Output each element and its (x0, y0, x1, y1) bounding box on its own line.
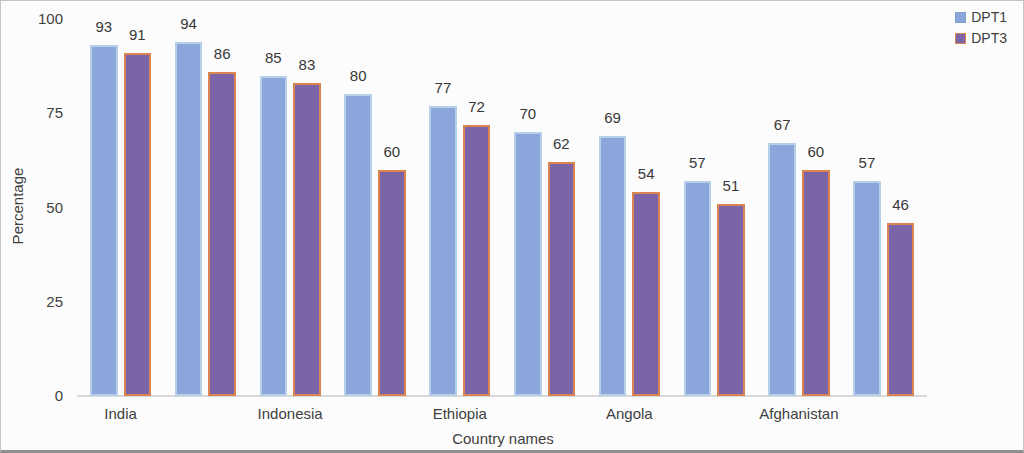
x-axis-title: Country names (383, 430, 623, 448)
legend-label-dpt3: DPT3 (971, 30, 1007, 46)
value-label-dpt3-group-1: 86 (197, 45, 247, 62)
bar-dpt3-group-4 (463, 125, 491, 396)
bar-dpt1-group-7 (684, 181, 712, 396)
dpt3-swatch-icon (955, 33, 966, 44)
legend-label-dpt1: DPT1 (971, 9, 1007, 25)
y-tick-75: 75 (11, 104, 63, 122)
x-tick-angola: Angola (559, 405, 699, 423)
value-label-dpt1-group-4: 77 (418, 79, 468, 96)
legend-item-dpt1: DPT1 (955, 9, 1007, 25)
legend-item-dpt3: DPT3 (955, 30, 1007, 46)
bar-dpt1-group-1 (175, 42, 203, 396)
value-label-dpt1-group-6: 69 (588, 109, 638, 126)
bar-dpt1-group-4 (429, 106, 457, 396)
value-label-dpt3-group-0: 91 (113, 26, 163, 43)
y-tick-100: 100 (11, 10, 63, 28)
bar-dpt1-group-3 (344, 94, 372, 396)
y-tick-0: 0 (11, 387, 63, 405)
value-label-dpt1-group-3: 80 (333, 67, 383, 84)
bar-dpt3-group-1 (208, 72, 236, 396)
bar-dpt1-group-5 (514, 132, 542, 396)
bar-dpt3-group-6 (632, 192, 660, 396)
dpt1-swatch-icon (955, 12, 966, 23)
legend: DPT1 DPT3 (955, 9, 1007, 46)
bar-dpt1-group-2 (260, 76, 288, 396)
value-label-dpt3-group-2: 83 (282, 56, 332, 73)
x-tick-india: India (51, 405, 191, 423)
bar-chart: Percentage Country names DPT1 DPT3 93948… (0, 0, 1024, 453)
bar-dpt3-group-3 (378, 170, 406, 396)
value-label-dpt3-group-3: 60 (367, 143, 417, 160)
y-tick-25: 25 (11, 293, 63, 311)
bar-dpt1-group-8 (768, 143, 796, 396)
value-label-dpt3-group-9: 46 (876, 196, 926, 213)
bar-dpt3-group-7 (717, 204, 745, 396)
value-label-dpt1-group-9: 57 (842, 154, 892, 171)
y-tick-50: 50 (11, 199, 63, 217)
bar-dpt3-group-5 (548, 162, 576, 396)
value-label-dpt3-group-4: 72 (452, 98, 502, 115)
value-label-dpt3-group-8: 60 (791, 143, 841, 160)
bar-dpt3-group-9 (887, 223, 915, 396)
bar-dpt1-group-0 (90, 45, 118, 396)
value-label-dpt3-group-7: 51 (706, 177, 756, 194)
x-axis-line (77, 395, 927, 397)
bar-dpt3-group-0 (124, 53, 152, 396)
value-label-dpt1-group-5: 70 (503, 105, 553, 122)
value-label-dpt1-group-7: 57 (673, 154, 723, 171)
value-label-dpt3-group-6: 54 (621, 165, 671, 182)
bar-dpt3-group-2 (293, 83, 321, 396)
x-tick-indonesia: Indonesia (220, 405, 360, 423)
bar-dpt3-group-8 (802, 170, 830, 396)
bar-dpt1-group-9 (853, 181, 881, 396)
value-label-dpt1-group-8: 67 (757, 116, 807, 133)
value-label-dpt1-group-1: 94 (164, 15, 214, 32)
value-label-dpt3-group-5: 62 (537, 135, 587, 152)
x-tick-ethiopia: Ethiopia (390, 405, 530, 423)
x-tick-afghanistan: Afghanistan (729, 405, 869, 423)
